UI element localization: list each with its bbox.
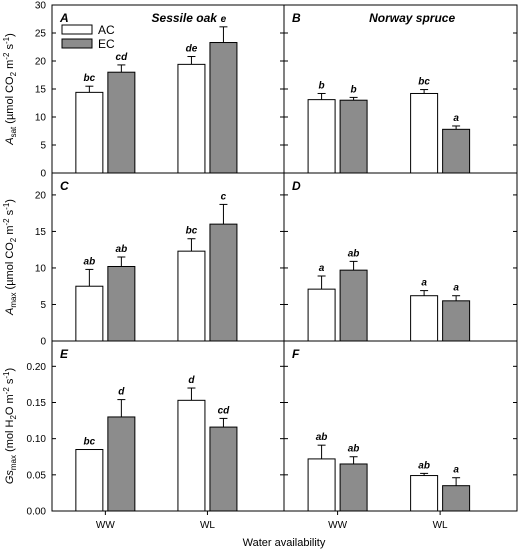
significance-label: de	[186, 44, 198, 55]
significance-label: a	[319, 263, 325, 274]
y-axis-title: Amax (µmol CO2 m-2 s-1)	[2, 199, 18, 316]
significance-label: ab	[348, 444, 360, 455]
x-axis-title: Water availability	[243, 537, 326, 549]
significance-label: ab	[418, 460, 430, 471]
bar-ac	[177, 63, 206, 174]
bar-ec	[209, 426, 238, 512]
bar-ac	[307, 288, 336, 342]
y-tick-label: 0	[40, 337, 46, 348]
significance-label: bc	[84, 437, 96, 448]
significance-label: ab	[116, 244, 128, 255]
bar-ec	[339, 99, 368, 174]
panel-letter: B	[292, 11, 301, 25]
significance-label: bc	[418, 77, 430, 88]
bar-ec	[442, 485, 471, 512]
y-tick-label: 30	[35, 1, 47, 12]
legend-label: EC	[98, 37, 115, 51]
y-tick-label: 0.20	[27, 362, 47, 373]
y-tick-label: 0.15	[27, 398, 47, 409]
bar-ec	[209, 223, 238, 342]
significance-label: a	[421, 278, 427, 289]
significance-label: e	[221, 14, 227, 25]
panel-letter: A	[59, 11, 69, 25]
bar-ec	[339, 463, 368, 512]
x-tick-label: WL	[200, 520, 215, 531]
significance-label: a	[453, 283, 459, 294]
y-axis-title: Gsmax (mol H2O m-2 s-1)	[2, 368, 18, 484]
bar-ac	[75, 91, 104, 174]
significance-label: b	[319, 80, 325, 91]
y-tick-label: 20	[35, 190, 47, 201]
bar-ac	[307, 458, 336, 512]
panel-letter: E	[60, 347, 69, 361]
panel-letter: F	[292, 347, 300, 361]
bar-ac	[177, 250, 206, 342]
bar-ec	[339, 269, 368, 342]
bar-ac	[410, 295, 439, 342]
bar-ec	[442, 128, 471, 174]
significance-label: ab	[84, 256, 96, 267]
y-axis-title: Asat (µmol CO2 m-2 s-1)	[2, 33, 18, 146]
y-tick-label: 5	[40, 300, 46, 311]
significance-label: c	[221, 191, 227, 202]
panel-letter: D	[292, 179, 301, 193]
significance-label: b	[351, 84, 357, 95]
significance-label: bc	[84, 73, 96, 84]
species-title: Sessile oak	[152, 11, 219, 25]
species-title: Norway spruce	[369, 11, 455, 25]
y-tick-label: 10	[35, 113, 47, 124]
bar-ec	[107, 71, 136, 174]
significance-label: ab	[348, 248, 360, 259]
bar-ac	[307, 99, 336, 174]
legend-label: AC	[98, 23, 115, 37]
y-tick-label: 0.05	[27, 470, 47, 481]
legend-swatch-ec	[61, 38, 93, 49]
legend-swatch-ac	[61, 24, 93, 35]
y-tick-label: 0	[40, 169, 46, 180]
panel-letter: C	[60, 179, 69, 193]
bar-ac	[410, 92, 439, 174]
bar-ac	[75, 285, 104, 342]
bar-ec	[209, 42, 238, 174]
x-tick-label: WL	[433, 520, 448, 531]
x-tick-label: WW	[328, 520, 347, 531]
y-tick-label: 15	[35, 85, 47, 96]
significance-label: ab	[316, 432, 328, 443]
bar-ec	[107, 265, 136, 342]
y-tick-label: 10	[35, 263, 47, 274]
significance-label: cd	[218, 405, 231, 416]
significance-label: bc	[186, 226, 198, 237]
panel-frame	[283, 340, 518, 512]
y-tick-label: 5	[40, 141, 46, 152]
y-tick-label: 20	[35, 57, 47, 68]
x-tick-label: WW	[96, 520, 115, 531]
y-tick-label: 25	[35, 29, 47, 40]
panels-layer: 0 5 10 15 20 25 30 Asat (µmol CO2 m-2 s-1) A Sess…	[2, 1, 518, 531]
significance-label: d	[188, 375, 195, 386]
bar-ac	[410, 475, 439, 512]
bar-ec	[107, 416, 136, 512]
significance-label: cd	[116, 52, 129, 63]
significance-label: d	[118, 387, 125, 398]
significance-label: a	[453, 465, 459, 476]
bar-ac	[75, 449, 104, 512]
y-tick-label: 0.10	[27, 434, 47, 445]
y-tick-label: 15	[35, 227, 47, 238]
significance-label: a	[453, 113, 459, 124]
bar-ec	[442, 300, 471, 342]
bar-ac	[177, 399, 206, 512]
y-tick-label: 0.00	[27, 507, 47, 518]
